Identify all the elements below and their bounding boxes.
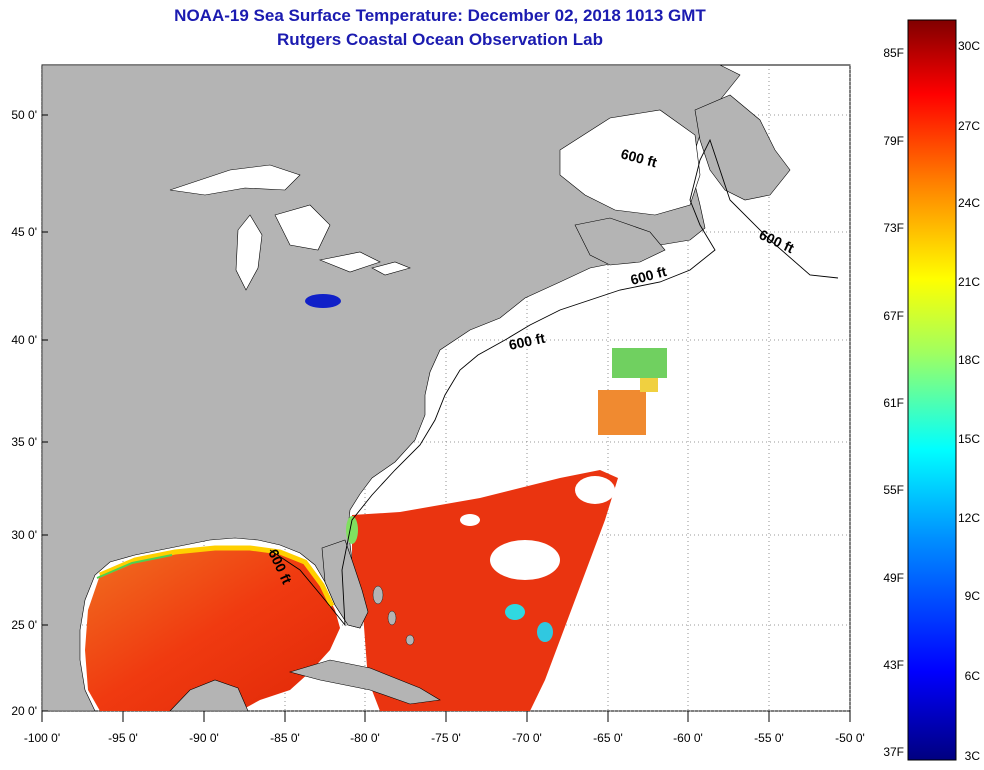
- map-title: NOAA-19 Sea Surface Temperature: Decembe…: [174, 6, 706, 25]
- atlantic-cloud-gaps: [460, 476, 615, 580]
- colorbar-celsius-label: 24C: [958, 196, 980, 210]
- latitude-tick-label: 30 0': [11, 528, 37, 542]
- longitude-tick-label: -55 0': [754, 731, 784, 745]
- latitude-labels: 50 0' 45 0' 40 0' 35 0' 30 0' 25 0' 20 0': [11, 108, 48, 718]
- colorbar-celsius-label: 18C: [958, 353, 980, 367]
- longitude-tick-label: -50 0': [835, 731, 865, 745]
- longitude-tick-label: -60 0': [673, 731, 703, 745]
- latitude-tick-label: 40 0': [11, 333, 37, 347]
- gulf-of-mexico-sst: [85, 548, 340, 711]
- colorbar-fahrenheit-label: 79F: [883, 134, 904, 148]
- colorbar-celsius-labels: 30C 27C 24C 21C 18C 15C 12C 9C 6C 3C: [958, 39, 980, 763]
- gulf-st-lawrence: [559, 109, 701, 216]
- offshore-sst-patches: [598, 348, 667, 435]
- yucatan-land: [169, 679, 249, 712]
- longitude-tick-label: -85 0': [270, 731, 300, 745]
- longitude-tick-label: -90 0': [189, 731, 219, 745]
- longitude-tick-label: -70 0': [512, 731, 542, 745]
- colorbar-fahrenheit-label: 67F: [883, 309, 904, 323]
- atlantic-sst-swath: [352, 470, 618, 711]
- colorbar-fahrenheit-label: 61F: [883, 396, 904, 410]
- newfoundland-land: [694, 94, 791, 201]
- latitude-tick-label: 20 0': [11, 704, 37, 718]
- colorbar-celsius-label: 27C: [958, 119, 980, 133]
- longitude-tick-label: -65 0': [593, 731, 623, 745]
- longitude-tick-label: -95 0': [108, 731, 138, 745]
- colorbar-fahrenheit-label: 85F: [883, 46, 904, 60]
- longitude-tick-label: -75 0': [431, 731, 461, 745]
- colorbar-celsius-label: 30C: [958, 39, 980, 53]
- colorbar-celsius-label: 15C: [958, 432, 980, 446]
- colorbar-fahrenheit-label: 37F: [883, 745, 904, 759]
- colorbar-fahrenheit-label: 55F: [883, 483, 904, 497]
- colorbar-fahrenheit-labels: 85F 79F 73F 67F 61F 55F 49F 43F 37F: [883, 46, 904, 759]
- latitude-tick-label: 50 0': [11, 108, 37, 122]
- colorbar-fahrenheit-label: 43F: [883, 658, 904, 672]
- colorbar-celsius-label: 6C: [965, 669, 981, 683]
- florida-land: [321, 539, 369, 629]
- latitude-tick-label: 25 0': [11, 618, 37, 632]
- longitude-tick-label: -80 0': [350, 731, 380, 745]
- latitude-tick-label: 45 0': [11, 225, 37, 239]
- colorbar-fahrenheit-label: 49F: [883, 571, 904, 585]
- lake-erie-cold: [305, 294, 341, 308]
- nova-scotia-land: [574, 217, 666, 266]
- colorbar-celsius-label: 12C: [958, 511, 980, 525]
- colorbar-celsius-label: 3C: [965, 749, 981, 763]
- colorbar-celsius-label: 21C: [958, 275, 980, 289]
- longitude-tick-label: -100 0': [24, 731, 60, 745]
- colorbar: [907, 19, 957, 761]
- isobath-600ft: [269, 138, 839, 627]
- latitude-tick-label: 35 0': [11, 435, 37, 449]
- atlantic-cool-patches: [346, 516, 553, 642]
- map-subtitle: Rutgers Coastal Ocean Observation Lab: [277, 30, 603, 49]
- bahamas-land: [372, 585, 415, 646]
- gulf-coastal-cool: [99, 545, 335, 608]
- cuba-land: [288, 659, 441, 705]
- isobath-label: 600 ft: [507, 330, 546, 353]
- colorbar-celsius-label: 9C: [965, 589, 981, 603]
- longitude-labels: -100 0' -95 0' -90 0' -85 0' -80 0' -75 0' -70…: [24, 711, 865, 745]
- great-lakes: [169, 164, 411, 291]
- gulf-coastal-green: [96, 554, 173, 579]
- colorbar-fahrenheit-label: 73F: [883, 221, 904, 235]
